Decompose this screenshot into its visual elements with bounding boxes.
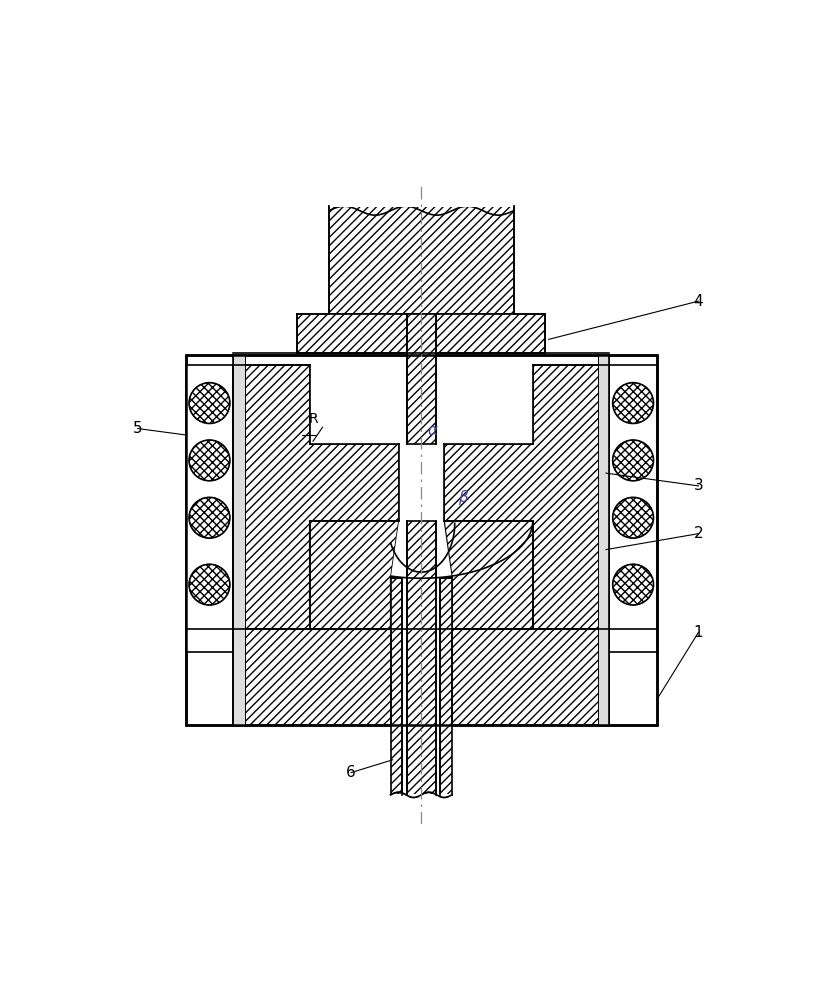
- Polygon shape: [390, 521, 452, 629]
- Polygon shape: [444, 521, 533, 629]
- Bar: [609, 365, 657, 652]
- Polygon shape: [297, 314, 546, 353]
- Bar: [407, 314, 436, 444]
- Circle shape: [612, 497, 653, 538]
- Text: 6: 6: [346, 765, 356, 780]
- Bar: [186, 355, 657, 725]
- Bar: [390, 578, 402, 795]
- Text: 1: 1: [694, 625, 703, 640]
- Circle shape: [612, 383, 653, 423]
- Text: 4: 4: [694, 294, 703, 309]
- Bar: [407, 314, 436, 353]
- Bar: [390, 794, 452, 797]
- Circle shape: [612, 440, 653, 481]
- Polygon shape: [233, 629, 390, 725]
- Bar: [310, 365, 533, 444]
- Circle shape: [189, 497, 230, 538]
- Bar: [233, 355, 245, 725]
- Circle shape: [189, 440, 230, 481]
- Bar: [329, 204, 514, 207]
- Polygon shape: [452, 629, 609, 725]
- Bar: [402, 578, 441, 795]
- Text: α: α: [427, 423, 438, 438]
- Bar: [598, 355, 609, 725]
- Circle shape: [612, 564, 653, 605]
- Bar: [186, 355, 657, 725]
- Bar: [329, 206, 514, 314]
- Bar: [441, 578, 452, 795]
- Polygon shape: [310, 521, 399, 629]
- Text: 5: 5: [133, 421, 142, 436]
- Bar: [399, 444, 444, 521]
- Circle shape: [189, 383, 230, 423]
- Polygon shape: [444, 365, 609, 629]
- Text: 2: 2: [694, 526, 703, 541]
- Text: R: R: [308, 412, 318, 426]
- Bar: [186, 365, 233, 652]
- Circle shape: [189, 564, 230, 605]
- Text: β: β: [458, 490, 468, 505]
- Text: 3: 3: [694, 478, 704, 493]
- Bar: [407, 521, 436, 795]
- Polygon shape: [233, 365, 399, 629]
